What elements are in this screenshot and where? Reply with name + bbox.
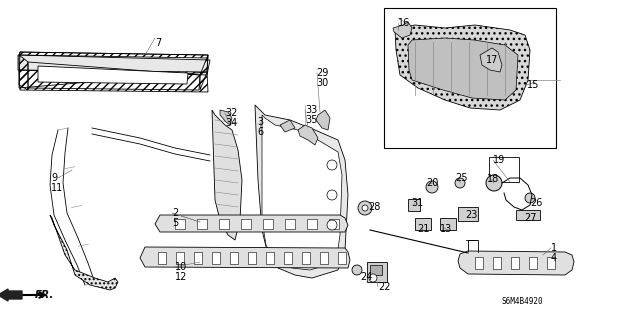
- Circle shape: [455, 178, 465, 188]
- Text: 3: 3: [257, 117, 263, 127]
- Text: 28: 28: [368, 202, 380, 212]
- Bar: [266, 252, 274, 264]
- Bar: [440, 218, 456, 230]
- Circle shape: [358, 201, 372, 215]
- Bar: [547, 257, 555, 269]
- Text: 25: 25: [455, 173, 467, 183]
- Text: 11: 11: [51, 183, 63, 193]
- Polygon shape: [298, 125, 318, 145]
- Circle shape: [327, 190, 337, 200]
- Text: 2: 2: [172, 208, 179, 218]
- Text: 22: 22: [378, 282, 390, 292]
- Text: 18: 18: [487, 174, 499, 184]
- Bar: [329, 219, 339, 229]
- Text: 16: 16: [398, 18, 410, 28]
- Polygon shape: [395, 25, 530, 110]
- Bar: [194, 252, 202, 264]
- Bar: [489, 157, 519, 182]
- Text: FR.: FR.: [35, 290, 54, 300]
- Bar: [529, 257, 537, 269]
- Bar: [176, 252, 184, 264]
- Polygon shape: [393, 22, 412, 38]
- Bar: [458, 207, 478, 221]
- Text: 9: 9: [51, 173, 57, 183]
- Circle shape: [426, 181, 438, 193]
- Polygon shape: [316, 110, 330, 130]
- Text: 17: 17: [486, 55, 499, 65]
- Bar: [320, 252, 328, 264]
- Bar: [415, 218, 431, 230]
- Polygon shape: [480, 48, 502, 72]
- Text: 19: 19: [493, 155, 505, 165]
- Polygon shape: [38, 66, 188, 84]
- Text: 34: 34: [225, 118, 237, 128]
- Bar: [338, 252, 346, 264]
- Bar: [248, 252, 256, 264]
- Text: 32: 32: [225, 108, 237, 118]
- Bar: [241, 219, 251, 229]
- Polygon shape: [140, 247, 350, 268]
- Text: 24: 24: [360, 272, 372, 282]
- Bar: [212, 252, 220, 264]
- Text: 6: 6: [257, 127, 263, 137]
- Bar: [511, 257, 519, 269]
- Bar: [493, 257, 501, 269]
- Circle shape: [486, 175, 502, 191]
- Polygon shape: [255, 105, 348, 278]
- Circle shape: [352, 265, 362, 275]
- Text: 12: 12: [175, 272, 188, 282]
- Polygon shape: [155, 215, 348, 232]
- Bar: [230, 252, 238, 264]
- Polygon shape: [212, 110, 242, 240]
- Text: 21: 21: [417, 224, 429, 234]
- Text: 33: 33: [305, 105, 317, 115]
- Polygon shape: [262, 115, 342, 270]
- Text: 15: 15: [527, 80, 540, 90]
- Text: 27: 27: [524, 213, 536, 223]
- Text: S6M4B4920: S6M4B4920: [502, 297, 543, 306]
- Text: 4: 4: [551, 253, 557, 263]
- Bar: [285, 219, 295, 229]
- Circle shape: [369, 274, 377, 282]
- Circle shape: [362, 205, 368, 211]
- Polygon shape: [220, 110, 232, 125]
- Bar: [158, 252, 166, 264]
- Bar: [175, 219, 185, 229]
- Polygon shape: [408, 38, 518, 100]
- Text: 7: 7: [155, 38, 161, 48]
- Bar: [197, 219, 207, 229]
- Bar: [408, 199, 420, 211]
- Bar: [302, 252, 310, 264]
- Text: 31: 31: [411, 198, 423, 208]
- Bar: [219, 219, 229, 229]
- Circle shape: [327, 160, 337, 170]
- Text: 26: 26: [530, 198, 542, 208]
- Text: 30: 30: [316, 78, 328, 88]
- Text: 1: 1: [551, 243, 557, 253]
- Polygon shape: [458, 251, 574, 275]
- Text: 29: 29: [316, 68, 328, 78]
- Text: 20: 20: [426, 178, 438, 188]
- Bar: [370, 265, 382, 275]
- Polygon shape: [280, 120, 295, 132]
- FancyArrow shape: [0, 289, 22, 301]
- Bar: [284, 252, 292, 264]
- Text: 13: 13: [440, 224, 452, 234]
- Text: 35: 35: [305, 115, 317, 125]
- Bar: [516, 210, 540, 220]
- Bar: [307, 219, 317, 229]
- Circle shape: [525, 193, 535, 203]
- Text: 23: 23: [465, 210, 477, 220]
- Circle shape: [327, 220, 337, 230]
- Bar: [384, 8, 556, 148]
- Bar: [263, 219, 273, 229]
- Bar: [475, 257, 483, 269]
- Polygon shape: [18, 55, 210, 75]
- Bar: [367, 262, 387, 282]
- Text: 10: 10: [175, 262, 188, 272]
- Text: 5: 5: [172, 218, 179, 228]
- Polygon shape: [50, 215, 118, 290]
